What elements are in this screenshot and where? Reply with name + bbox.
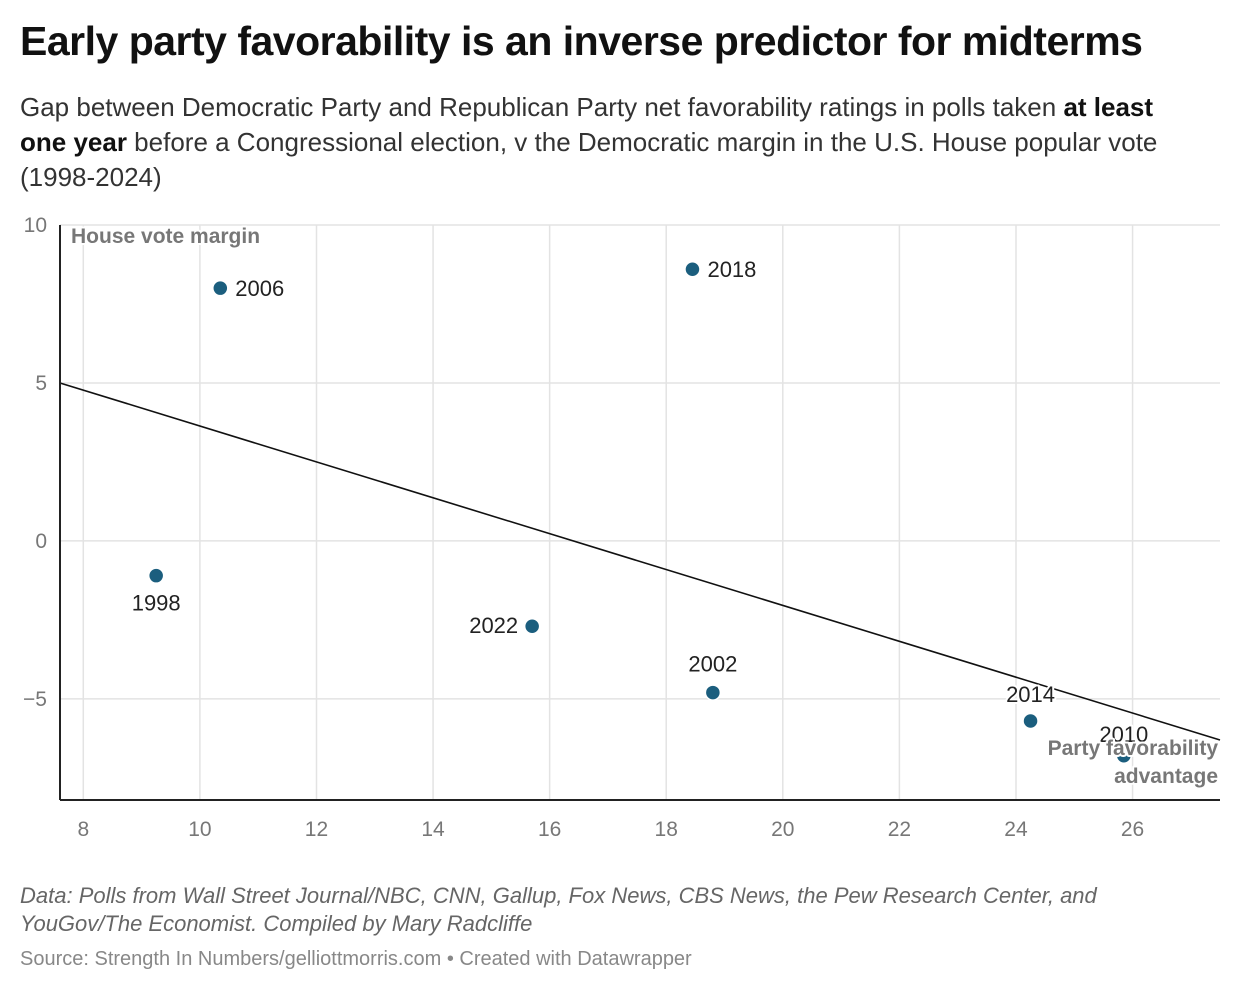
x-tick-label: 14	[421, 818, 445, 841]
subtitle-text-end: before a Congressional election, v the D…	[20, 127, 1158, 192]
y-tick-labels: 10 5 0 −5	[23, 214, 47, 711]
y-tick-label: 0	[35, 530, 47, 553]
trendline	[59, 382, 1221, 741]
point-label: 2006	[235, 276, 284, 301]
x-tick-label: 10	[188, 818, 211, 841]
x-axis-title-line1: Party favorability	[1048, 737, 1219, 760]
subtitle-text-start: Gap between Democratic Party and Republi…	[20, 92, 1064, 122]
axis-titles: House vote margin Party favorability advan…	[69, 223, 1220, 790]
axes	[59, 225, 1220, 801]
data-points: 1998 2006 2018 2022 2002 2014 2010	[130, 255, 1150, 765]
data-notes: Data: Polls from Wall Street Journal/NBC…	[20, 883, 1097, 936]
chart-title: Early party favorability is an inverse p…	[20, 18, 1143, 64]
x-tick-label: 18	[655, 818, 678, 841]
point-label: 2018	[707, 257, 756, 282]
trendline-layer	[59, 382, 1221, 741]
horizontal-gridlines	[60, 224, 1220, 700]
y-tick-label: −5	[23, 688, 47, 711]
subtitle-emphasis: at least one year	[20, 92, 1154, 157]
x-tick-labels: 8 10 12 14 16 18 20 22 24 26	[77, 818, 1144, 841]
y-axis-title: House vote margin	[71, 225, 260, 248]
point-label: 2014	[1006, 682, 1055, 707]
vertical-gridlines	[82, 225, 1134, 800]
y-tick-label: 5	[35, 372, 47, 395]
point-label: 2022	[469, 613, 518, 638]
x-tick-label: 26	[1121, 818, 1144, 841]
data-point[interactable]	[523, 617, 541, 635]
source-credit: Source: Strength In Numbers/gelliottmorr…	[20, 948, 692, 970]
data-point[interactable]	[684, 260, 701, 278]
point-label: 2010	[1099, 722, 1148, 747]
data-point[interactable]	[212, 279, 229, 297]
data-point[interactable]	[147, 567, 165, 584]
x-tick-label: 8	[77, 818, 89, 841]
x-tick-label: 20	[771, 818, 794, 841]
chart-subtitle: Gap between Democratic Party and Republi…	[20, 90, 1205, 195]
data-point[interactable]	[1115, 747, 1133, 765]
x-tick-label: 22	[888, 818, 911, 841]
x-tick-label: 16	[538, 818, 561, 841]
x-tick-label: 12	[305, 818, 328, 841]
point-label: 2002	[688, 652, 737, 677]
x-axis-title-line2: advantage	[1114, 765, 1218, 788]
data-point[interactable]	[704, 684, 722, 701]
y-tick-label: 10	[24, 214, 47, 237]
point-label: 1998	[132, 591, 181, 616]
x-tick-label: 24	[1004, 818, 1028, 841]
data-point[interactable]	[1022, 712, 1039, 730]
